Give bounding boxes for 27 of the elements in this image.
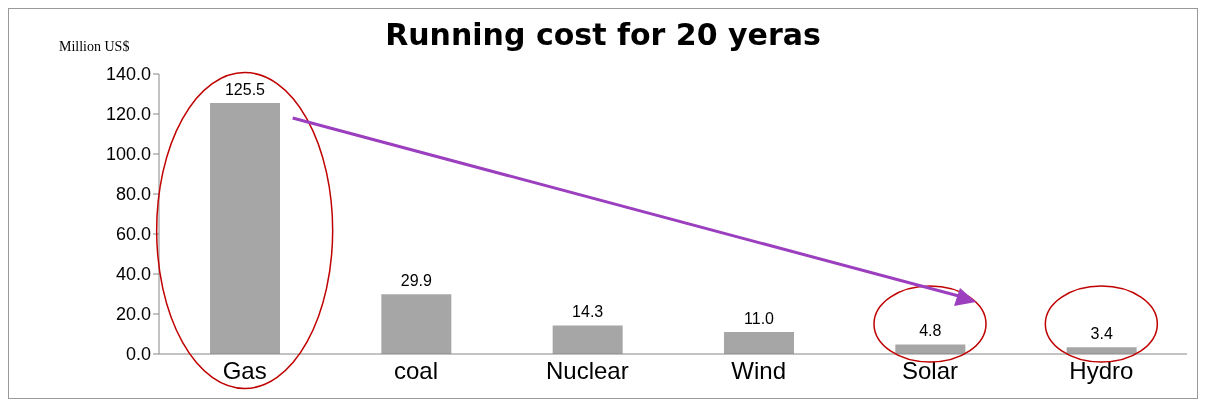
y-tick-label: 0.0 — [125, 344, 151, 365]
y-tick-label: 120.0 — [105, 104, 151, 125]
bar — [210, 103, 280, 354]
y-tick-label: 40.0 — [115, 264, 151, 285]
x-tick-label: Nuclear — [545, 357, 629, 385]
bar — [552, 325, 623, 354]
data-label: 29.9 — [400, 272, 433, 290]
y-tick-label: 80.0 — [115, 184, 151, 205]
y-tick-label: 60.0 — [115, 224, 151, 245]
y-tick-label: 140.0 — [105, 64, 151, 85]
chart-title: Running cost for 20 yeras — [385, 17, 821, 52]
x-tick-label: Wind — [731, 357, 787, 385]
data-label: 14.3 — [572, 303, 604, 321]
data-label: 3.4 — [1090, 325, 1113, 343]
y-tick-label: 100.0 — [105, 144, 151, 165]
y-axis-title: Million US$ — [59, 39, 130, 55]
x-tick-label: Solar — [901, 357, 959, 385]
x-tick-label: Gas — [222, 357, 267, 385]
bar — [895, 344, 966, 354]
bar — [381, 294, 452, 354]
data-label: 4.8 — [919, 322, 942, 340]
bar — [724, 332, 794, 354]
x-tick-label: Hydro — [1069, 357, 1134, 385]
data-label: 11.0 — [744, 310, 775, 327]
y-tick-label: 20.0 — [115, 304, 151, 325]
x-tick-label: coal — [393, 357, 439, 385]
data-label: 125.5 — [224, 81, 266, 98]
